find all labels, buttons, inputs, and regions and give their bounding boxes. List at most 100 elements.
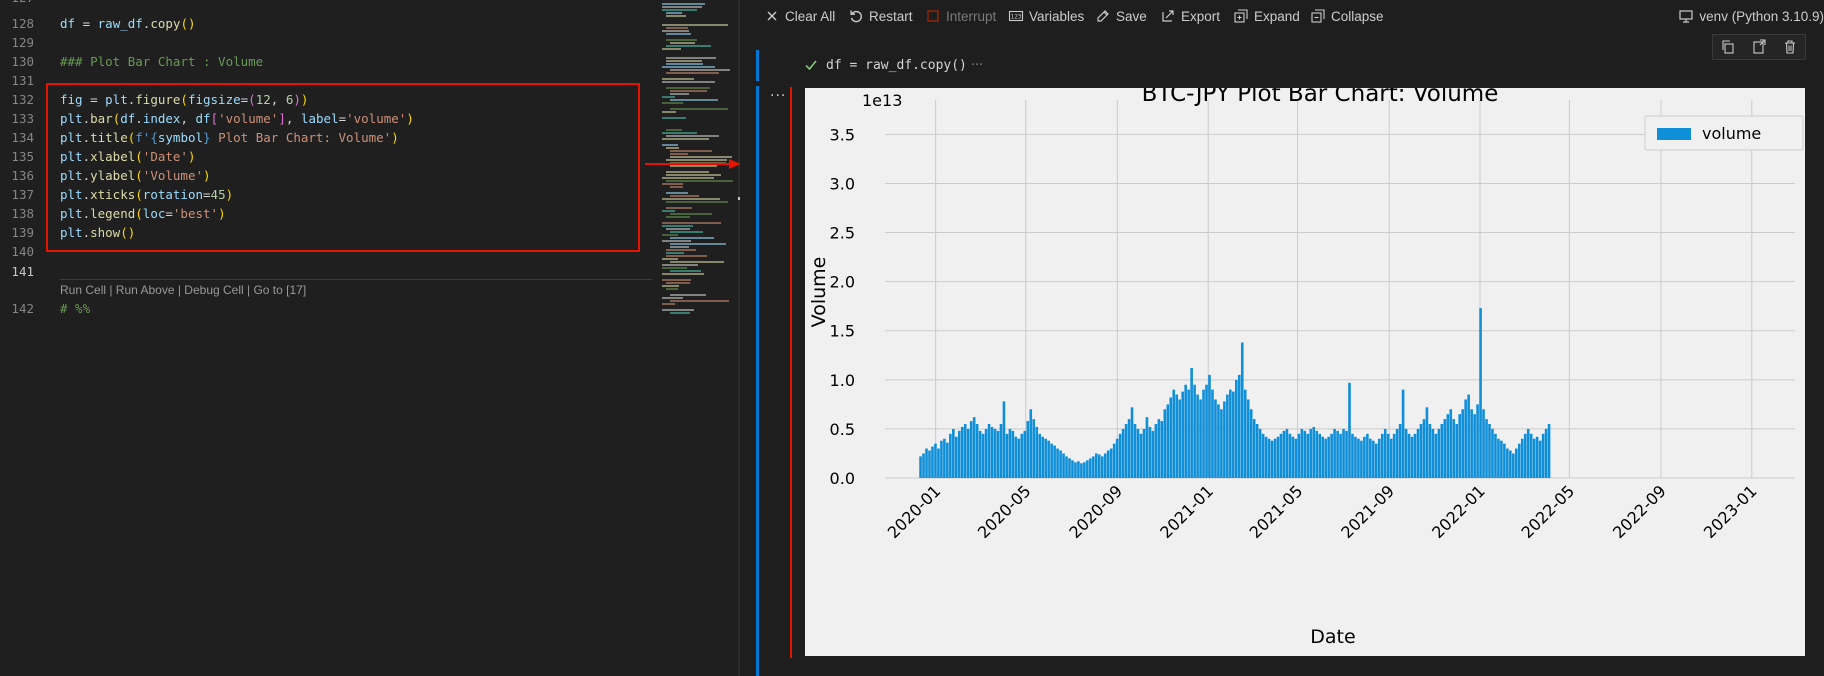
- grid: [885, 100, 1795, 479]
- code-line[interactable]: 133 plt.bar(df.index, df['volume'], label…: [0, 109, 652, 128]
- cell-input[interactable]: df = raw_df.copy() ···: [804, 55, 983, 75]
- code-line[interactable]: 127: [0, 0, 652, 7]
- volume-bar: [1291, 436, 1295, 478]
- output-more-icon[interactable]: ···: [770, 88, 787, 104]
- code-editor[interactable]: 127 128 df = raw_df.copy() 129 130 ### Plot B…: [0, 0, 752, 676]
- volume-bar: [1068, 458, 1071, 478]
- minimap-line: [662, 111, 676, 113]
- minimap-line: [662, 225, 693, 227]
- minimap-line: [666, 216, 690, 218]
- volume-bar: [1279, 433, 1283, 478]
- code-line[interactable]: 135 plt.xlabel('Date'): [0, 147, 652, 166]
- line-code: ### Plot Bar Chart : Volume: [60, 54, 264, 69]
- restart-button[interactable]: Restart: [848, 6, 913, 26]
- go-to-code-icon[interactable]: [1751, 39, 1767, 55]
- volume-bar: [1175, 394, 1179, 478]
- code-area[interactable]: 127 128 df = raw_df.copy() 129 130 ### Plot B…: [0, 0, 652, 318]
- code-line[interactable]: 141: [0, 262, 652, 281]
- minimap-line: [662, 222, 721, 224]
- volume-bar: [1095, 453, 1098, 478]
- volume-bar: [1154, 424, 1158, 478]
- copy-icon[interactable]: [1720, 39, 1736, 55]
- volume-bar: [1318, 433, 1322, 478]
- axes: 0.0 0.5 1.0 1.5 2.0 2.5 3.0 3.5 2020-01 2020-05 20…: [830, 125, 1761, 542]
- line-code: plt.xticks(rotation=45): [60, 187, 234, 202]
- code-line[interactable]: 130 ### Plot Bar Chart : Volume: [0, 52, 652, 71]
- trash-icon[interactable]: [1782, 39, 1798, 55]
- volume-bar: [1434, 433, 1438, 478]
- kernel-picker[interactable]: venv (Python 3.10.9): [1678, 6, 1824, 26]
- minimap-line: [670, 150, 712, 152]
- code-line[interactable]: 136 plt.ylabel('Volume'): [0, 166, 652, 185]
- interrupt-button[interactable]: Interrupt: [925, 6, 996, 26]
- volume-bar: [1089, 458, 1092, 478]
- kernel-icon: [1678, 8, 1694, 24]
- volume-bar: [1494, 433, 1497, 478]
- volume-bar: [1121, 428, 1125, 478]
- expand-label: Expand: [1254, 8, 1300, 24]
- volume-bar: [1237, 374, 1241, 478]
- volume-bar: [1547, 424, 1551, 478]
- minimap[interactable]: [652, 0, 740, 318]
- volume-bar: [1202, 389, 1205, 478]
- volume-bar: [1372, 440, 1375, 478]
- save-button[interactable]: Save: [1095, 6, 1147, 26]
- volume-bar: [1240, 342, 1244, 478]
- code-line[interactable]: 142 # %%: [0, 299, 652, 318]
- volume-bar: [1249, 409, 1253, 478]
- minimap-line: [662, 138, 709, 140]
- code-line[interactable]: 129: [0, 33, 652, 52]
- volume-bar: [963, 424, 967, 478]
- volume-bar: [1226, 394, 1229, 478]
- export-label: Export: [1181, 8, 1221, 24]
- volume-bar: [1127, 419, 1131, 478]
- minimap-line: [662, 264, 698, 266]
- minimap-line: [670, 300, 729, 302]
- volume-bar: [1026, 421, 1030, 478]
- code-line[interactable]: 140: [0, 242, 652, 261]
- code-line[interactable]: 132 fig = plt.figure(figsize=(12, 6)): [0, 90, 652, 109]
- volume-bar: [1115, 438, 1119, 478]
- code-line[interactable]: 138 plt.legend(loc='best'): [0, 204, 652, 223]
- legend-label: volume: [1702, 124, 1761, 143]
- volume-bar: [949, 433, 952, 478]
- variables-button[interactable]: 123 Variables: [1008, 6, 1084, 26]
- bars: [919, 308, 1551, 478]
- volume-bar: [1217, 404, 1220, 478]
- volume-bar: [1151, 430, 1155, 478]
- cell-more-icon[interactable]: ···: [970, 57, 984, 73]
- volume-bar: [1273, 438, 1277, 478]
- minimap-line: [662, 48, 681, 50]
- editor-scrollbar-track[interactable]: [738, 0, 740, 676]
- minimap-line: [666, 45, 711, 47]
- code-line[interactable]: 134 plt.title(f'{symbol} Plot Bar Chart: …: [0, 128, 652, 147]
- code-line[interactable]: 137 plt.xticks(rotation=45): [0, 185, 652, 204]
- collapse-button[interactable]: Collapse: [1310, 6, 1384, 26]
- export-button[interactable]: Export: [1160, 6, 1220, 26]
- expand-button[interactable]: Expand: [1233, 6, 1300, 26]
- volume-bar: [996, 430, 1000, 478]
- volume-bar: [1336, 430, 1339, 478]
- line-number: 127: [0, 0, 34, 7]
- code-line[interactable]: 131: [0, 71, 652, 90]
- volume-bar: [1252, 419, 1256, 478]
- volume-bar: [1306, 433, 1310, 478]
- volume-bar: [1208, 374, 1211, 478]
- clear-all-button[interactable]: Clear All: [764, 6, 835, 26]
- x-tick-label: 2020-09: [1065, 481, 1126, 542]
- x-tick-label: 2021-09: [1337, 481, 1398, 542]
- volume-bar: [922, 453, 925, 478]
- volume-bar: [1139, 433, 1143, 478]
- code-line[interactable]: 139 plt.show(): [0, 223, 652, 242]
- volume-bar: [1196, 394, 1199, 478]
- chart-svg: 0.0 0.5 1.0 1.5 2.0 2.5 3.0 3.5 2020-01 2020-05 20…: [808, 88, 1804, 648]
- save-icon: [1095, 8, 1111, 24]
- volume-bar: [984, 428, 988, 478]
- volume-bar: [1529, 433, 1533, 478]
- minimap-line: [662, 117, 686, 119]
- volume-bar: [1080, 463, 1083, 478]
- stop-icon: [925, 8, 941, 24]
- code-line[interactable]: 128 df = raw_df.copy(): [0, 14, 652, 33]
- codelens-actions[interactable]: Run Cell | Run Above | Debug Cell | Go t…: [60, 283, 307, 297]
- volume-bar: [1223, 401, 1226, 478]
